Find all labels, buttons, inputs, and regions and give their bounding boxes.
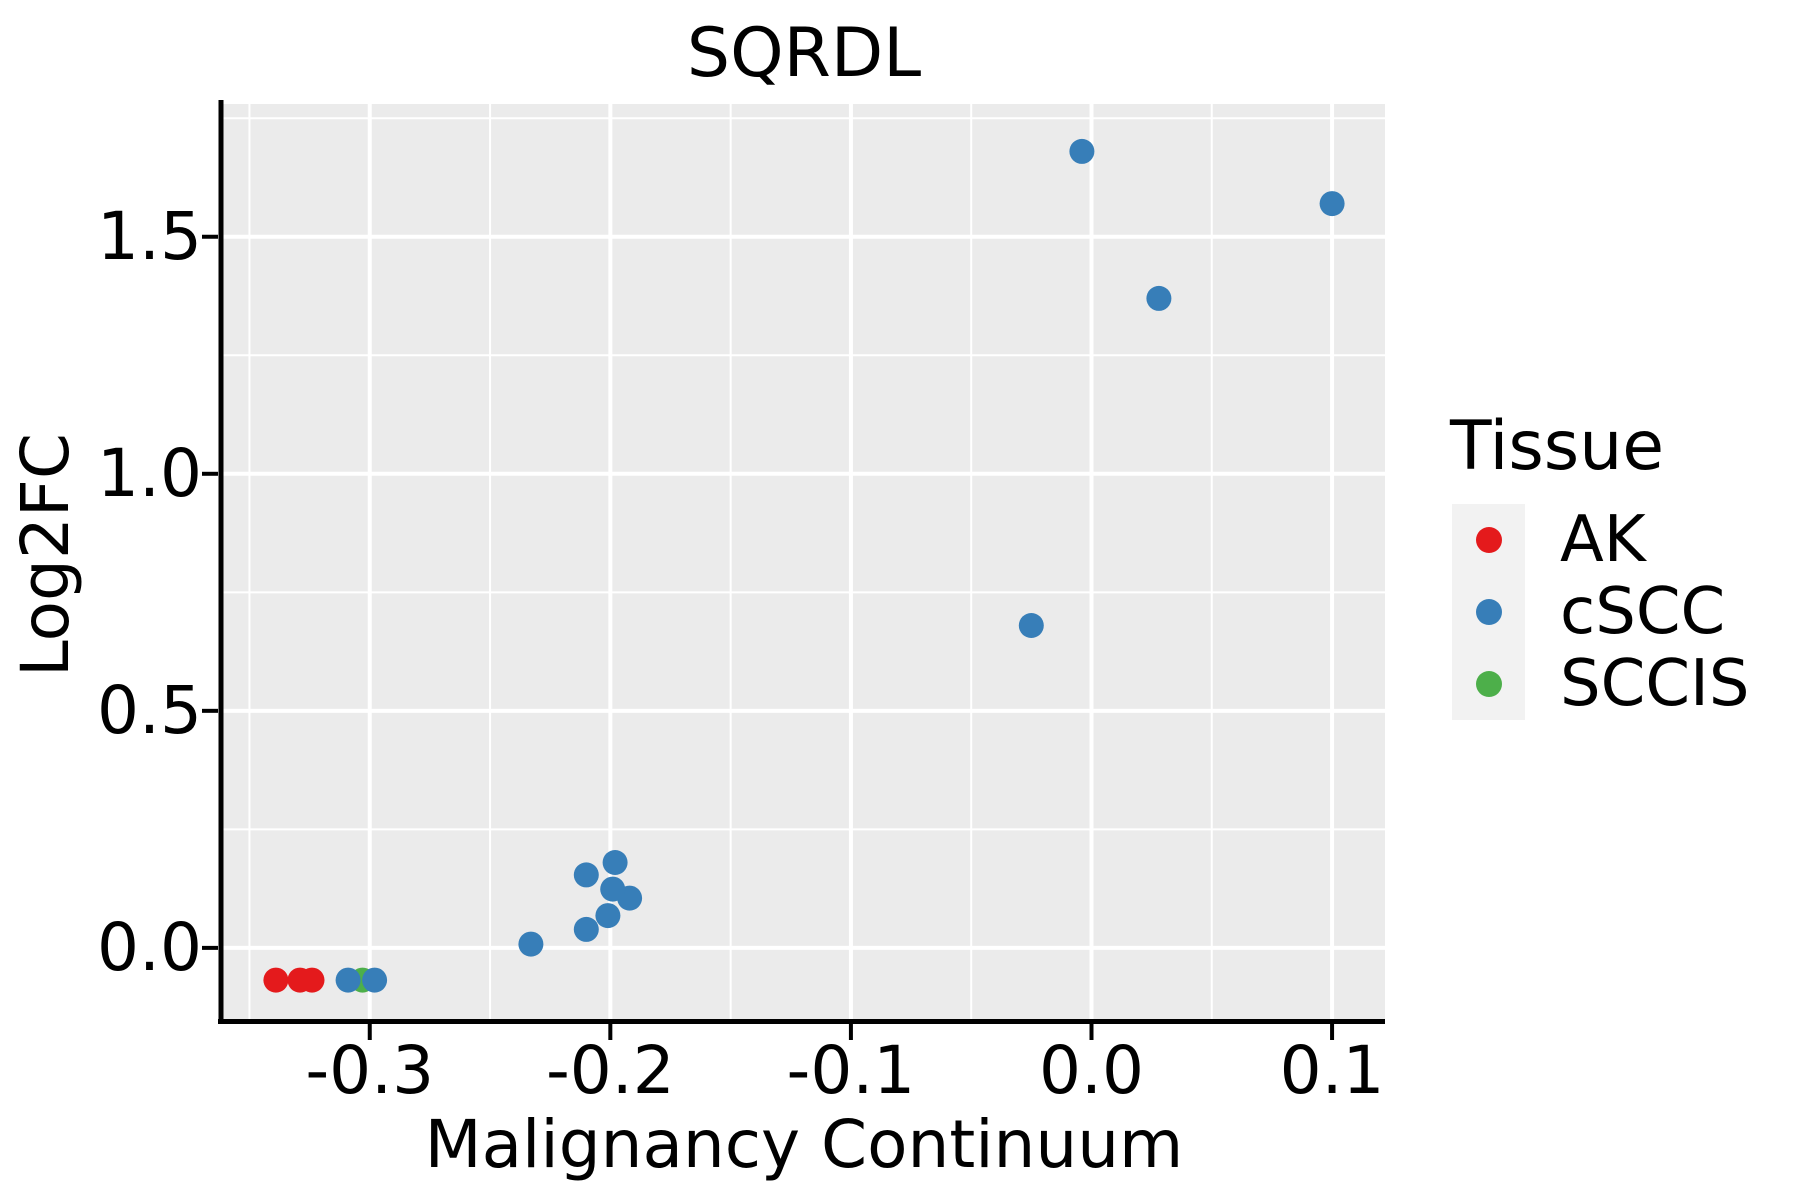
- data-point-cSCC: [1018, 613, 1044, 638]
- x-axis-title: Malignancy Continuum: [424, 1106, 1184, 1183]
- legend-swatch-SCCIS: [1475, 671, 1502, 697]
- plot-title: SQRDL: [686, 14, 922, 93]
- data-point-cSCC: [362, 967, 388, 993]
- y-tick-label: 1.5: [97, 197, 202, 275]
- legend-swatch-cSCC: [1475, 599, 1502, 625]
- y-tick-label: 1.0: [97, 434, 202, 512]
- data-point-cSCC: [335, 967, 361, 993]
- x-tick-label: -0.1: [786, 1032, 916, 1109]
- legend-label-AK: AK: [1560, 503, 1646, 577]
- legend-label-cSCC: cSCC: [1560, 575, 1726, 649]
- data-point-AK: [263, 967, 289, 993]
- y-tick-label: 0.0: [97, 908, 202, 986]
- y-axis-title: Log2FC: [7, 433, 84, 677]
- x-tick-label: -0.3: [305, 1032, 435, 1109]
- data-point-cSCC: [602, 850, 628, 875]
- legend-key-SCCIS: [1452, 648, 1525, 720]
- data-point-cSCC: [1069, 138, 1095, 164]
- legend-swatch-AK: [1475, 527, 1502, 553]
- data-point-cSCC: [573, 862, 599, 888]
- data-point-cSCC: [1146, 285, 1172, 311]
- legend-key-AK: [1452, 504, 1525, 576]
- data-point-cSCC: [518, 931, 544, 957]
- x-tick-label: 0.0: [1039, 1032, 1144, 1109]
- legend-label-SCCIS: SCCIS: [1560, 647, 1750, 721]
- data-point-cSCC: [1319, 191, 1345, 217]
- data-point-cSCC: [595, 903, 621, 929]
- legend-title: Tissue: [1450, 407, 1665, 486]
- data-point-cSCC: [600, 876, 626, 902]
- legend-keys: [1452, 504, 1525, 720]
- data-point-cSCC: [573, 916, 599, 942]
- legend-key-cSCC: [1452, 576, 1525, 648]
- y-tick-label: 0.5: [97, 671, 202, 749]
- x-tick-label: -0.2: [545, 1032, 675, 1109]
- plot-panel: [223, 104, 1385, 1019]
- x-tick-label: 0.1: [1279, 1032, 1385, 1109]
- data-point-AK: [299, 967, 325, 993]
